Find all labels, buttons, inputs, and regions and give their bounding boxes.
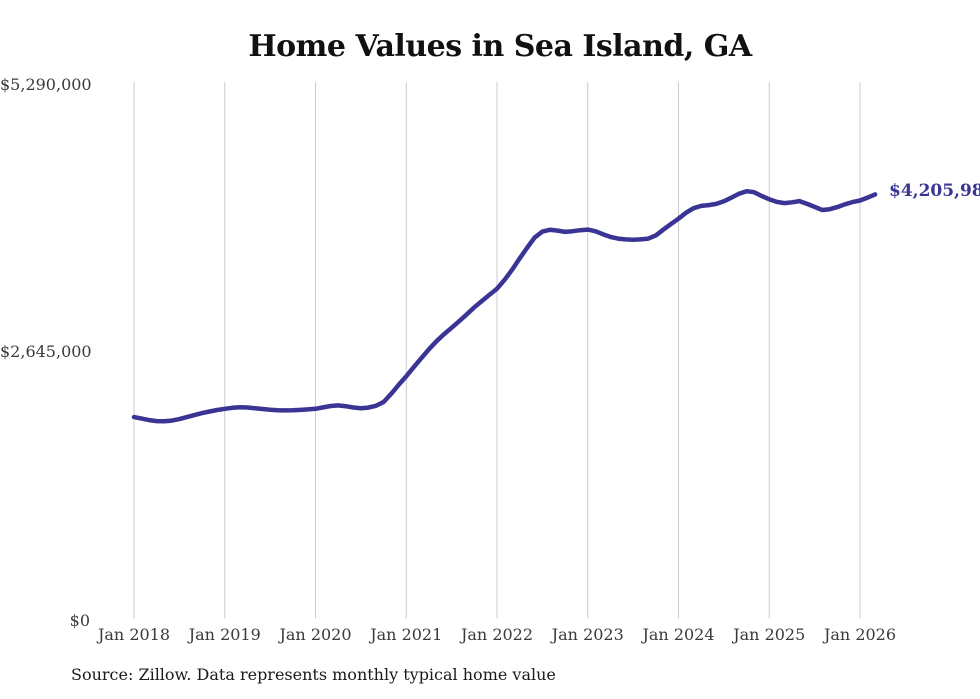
x-tick-label: Jan 2021 [370, 625, 443, 644]
source-note: Source: Zillow. Data represents monthly … [71, 665, 556, 684]
x-tick-label: Jan 2026 [823, 625, 897, 644]
x-tick-label: Jan 2024 [642, 625, 715, 644]
x-tick-label: Jan 2018 [97, 625, 171, 644]
chart-title: Home Values in Sea Island, GA [248, 29, 752, 64]
x-tick-label: Jan 2019 [188, 625, 261, 644]
y-axis-tick-label-mid: $2,645,000 [0, 342, 92, 361]
x-tick-label: Jan 2025 [733, 625, 806, 644]
x-tick-label: Jan 2023 [551, 625, 624, 644]
home-value-line [131, 188, 878, 424]
x-tick-label: Jan 2022 [460, 625, 534, 644]
y-axis-tick-label-max: $5,290,000 [0, 75, 92, 94]
y-axis-tick-label-zero: $0 [69, 611, 90, 630]
x-axis-labels: Jan 2018 Jan 2019 Jan 2020 Jan 2021 Jan 2022… [0, 624, 980, 648]
x-tick-label: Jan 2020 [279, 625, 352, 644]
current-value-label: $4,205,980 [889, 181, 980, 201]
